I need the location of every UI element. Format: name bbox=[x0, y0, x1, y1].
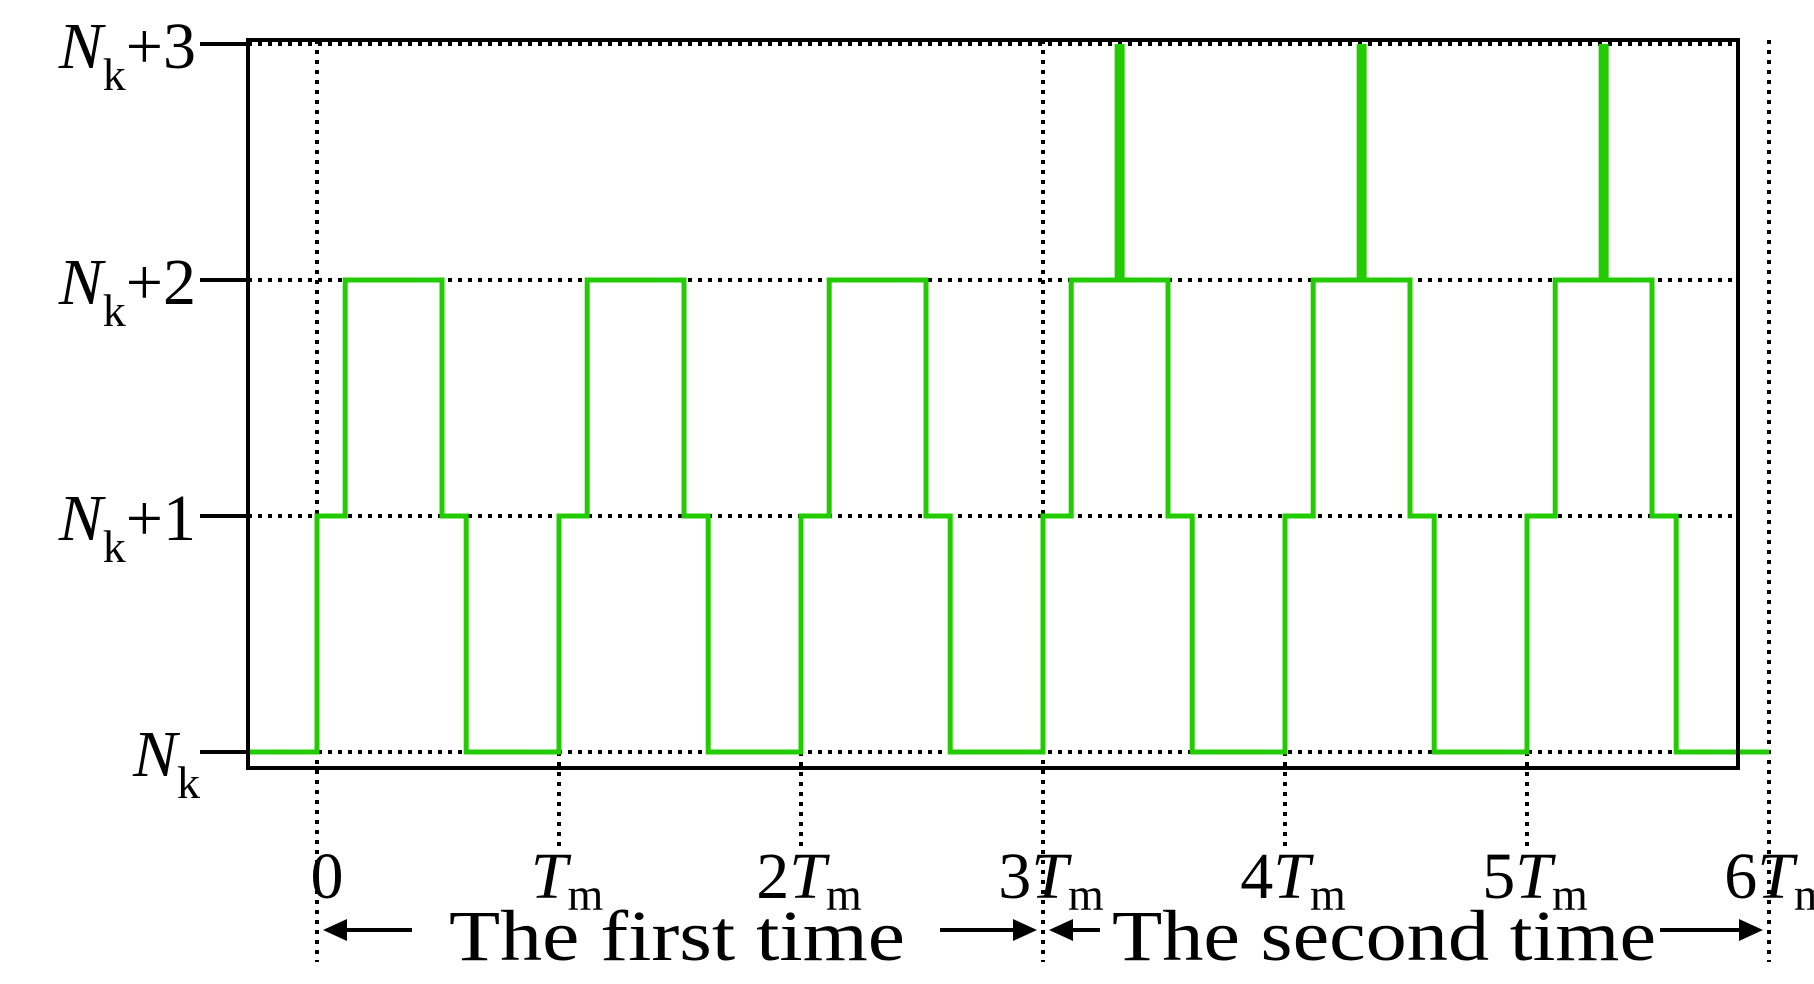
interval-arrow-right-head-1 bbox=[1739, 919, 1763, 941]
series-step-line-0 bbox=[248, 44, 1769, 755]
x-tick-label-1: Tm bbox=[531, 840, 604, 920]
x-tick-label-6: 6Tm bbox=[1724, 840, 1814, 920]
plot-frame bbox=[246, 38, 1740, 770]
interval-label-0: The first time bbox=[449, 896, 905, 976]
y-tick-label-1: Nk+1 bbox=[58, 482, 196, 572]
axis-ticks bbox=[200, 42, 248, 754]
y-tick-label-0: Nk bbox=[132, 718, 200, 808]
y-tick-labels: Nk Nk+1 Nk+2 Nk+3 bbox=[58, 10, 200, 808]
data-series bbox=[248, 44, 1769, 755]
interval-arrow-left-head-1 bbox=[1049, 919, 1073, 941]
x-tick-labels: 0 Tm 2Tm 3Tm 4Tm 5Tm 6Tm bbox=[311, 840, 1814, 920]
x-tick-label-0: 0 bbox=[311, 840, 344, 913]
grid-lines bbox=[248, 40, 1771, 962]
interval-arrow-right-head-0 bbox=[1013, 919, 1037, 941]
interval-label-1: The second time bbox=[1112, 896, 1656, 976]
x-tick-label-5: 5Tm bbox=[1482, 840, 1588, 920]
x-tick-label-4: 4Tm bbox=[1240, 840, 1346, 920]
y-tick-label-3: Nk+3 bbox=[58, 10, 196, 100]
interval-arrow-left-head-0 bbox=[323, 919, 347, 941]
time-intervals: The first time The second time bbox=[323, 896, 1763, 976]
x-tick-label-2: 2Tm bbox=[756, 840, 862, 920]
x-tick-label-3: 3Tm bbox=[998, 840, 1104, 920]
y-tick-label-2: Nk+2 bbox=[58, 246, 196, 336]
